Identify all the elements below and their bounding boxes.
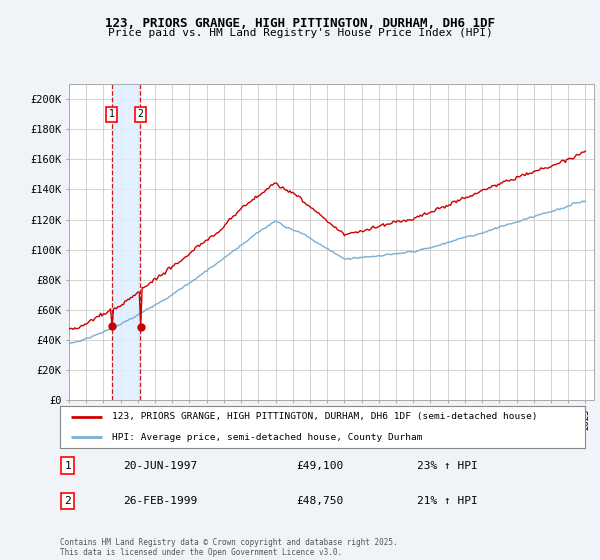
Text: Price paid vs. HM Land Registry's House Price Index (HPI): Price paid vs. HM Land Registry's House … — [107, 28, 493, 38]
Text: 21% ↑ HPI: 21% ↑ HPI — [417, 496, 478, 506]
Text: 23% ↑ HPI: 23% ↑ HPI — [417, 460, 478, 470]
Text: 1: 1 — [109, 109, 115, 119]
Text: 123, PRIORS GRANGE, HIGH PITTINGTON, DURHAM, DH6 1DF: 123, PRIORS GRANGE, HIGH PITTINGTON, DUR… — [105, 17, 495, 30]
Text: HPI: Average price, semi-detached house, County Durham: HPI: Average price, semi-detached house,… — [113, 432, 423, 442]
Text: 20-JUN-1997: 20-JUN-1997 — [123, 460, 197, 470]
Text: £48,750: £48,750 — [296, 496, 343, 506]
Text: 26-FEB-1999: 26-FEB-1999 — [123, 496, 197, 506]
Text: 123, PRIORS GRANGE, HIGH PITTINGTON, DURHAM, DH6 1DF (semi-detached house): 123, PRIORS GRANGE, HIGH PITTINGTON, DUR… — [113, 412, 538, 422]
Bar — [112, 84, 140, 400]
Text: 1: 1 — [65, 460, 71, 470]
Text: 2: 2 — [137, 109, 143, 119]
Text: Contains HM Land Registry data © Crown copyright and database right 2025.
This d: Contains HM Land Registry data © Crown c… — [60, 538, 398, 557]
Text: 2: 2 — [65, 496, 71, 506]
Text: £49,100: £49,100 — [296, 460, 343, 470]
